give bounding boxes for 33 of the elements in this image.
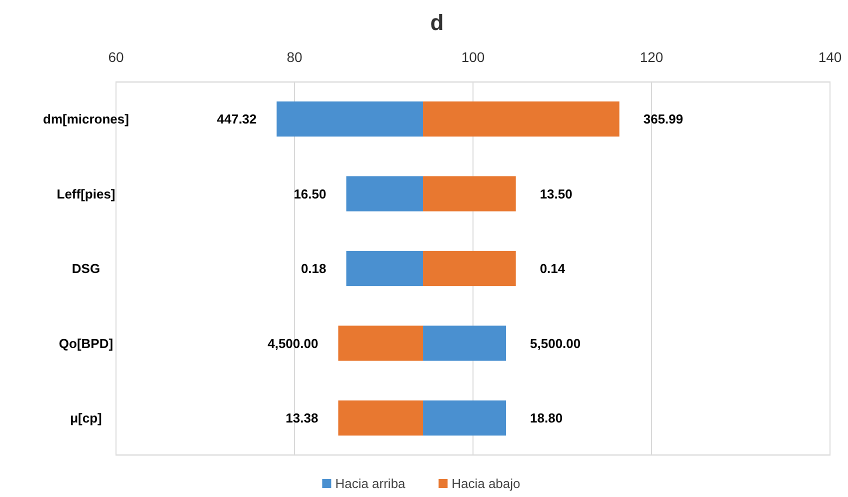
x-tick-label: 140: [818, 49, 842, 65]
bar: [423, 176, 516, 212]
x-tick-label: 80: [286, 49, 302, 65]
annotation: 4,500.00: [268, 336, 318, 351]
x-tick-label: 120: [640, 49, 664, 65]
legend-label: Hacia abajo: [452, 476, 520, 491]
bar: [423, 250, 516, 286]
annotation: 16.50: [294, 186, 326, 202]
y-tick-label: dm[micrones]: [43, 112, 129, 127]
legend-label: Hacia arriba: [335, 476, 406, 491]
bar: [346, 176, 424, 212]
x-tick-label: 100: [461, 49, 485, 65]
bar: [423, 101, 620, 137]
y-tick-label: Leff[pies]: [56, 186, 116, 202]
annotation: 18.80: [530, 410, 563, 426]
annotation: 365.99: [643, 112, 684, 127]
y-tick-label: Qo[BPD]: [58, 336, 114, 351]
bar: [338, 326, 424, 361]
annotation: 13.50: [540, 186, 572, 202]
y-tick-label: DSG: [72, 261, 100, 276]
bar: [423, 400, 506, 436]
annotation: 447.32: [216, 112, 257, 127]
annotation: 0.18: [300, 261, 326, 276]
bar: [276, 101, 424, 137]
bar: [346, 250, 424, 286]
annotation: 0.14: [540, 261, 566, 276]
annotation: 13.38: [286, 410, 318, 426]
y-tick-label: μ[cp]: [70, 410, 102, 426]
bar: [423, 326, 506, 361]
bar: [338, 400, 424, 436]
x-tick-label: 60: [108, 49, 124, 65]
annotation: 5,500.00: [530, 336, 581, 351]
chart-title: d: [430, 10, 444, 35]
